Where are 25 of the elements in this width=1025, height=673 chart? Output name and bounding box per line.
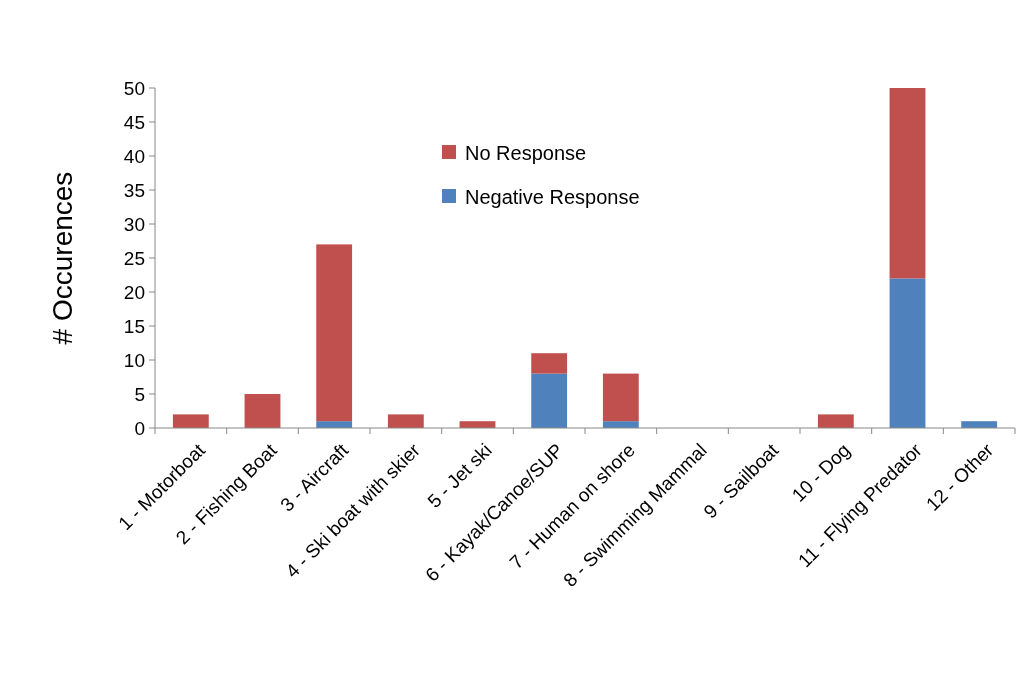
- y-axis-title: # Occurences: [47, 171, 78, 345]
- y-tick-label: 10: [123, 349, 145, 371]
- y-tick-label: 40: [123, 145, 145, 167]
- bar: [387, 414, 424, 428]
- bar: [817, 414, 854, 428]
- y-tick-label: 20: [123, 281, 145, 303]
- y-tick-label: 0: [134, 417, 145, 439]
- y-tick-label: 50: [123, 77, 145, 99]
- bar: [531, 353, 568, 374]
- y-tick-label: 25: [123, 247, 145, 269]
- bar: [316, 244, 353, 422]
- bar: [602, 373, 639, 422]
- bar: [889, 88, 926, 279]
- bar: [172, 414, 209, 428]
- x-tick-label: 10 - Dog: [787, 439, 855, 506]
- bar: [244, 394, 281, 428]
- y-tick-label: 30: [123, 213, 145, 235]
- y-tick-label: 45: [123, 111, 145, 133]
- legend-label: No Response: [465, 142, 587, 164]
- bar: [889, 278, 926, 428]
- y-tick-label: 15: [123, 315, 145, 337]
- bar: [531, 373, 568, 428]
- y-tick-label: 35: [123, 179, 145, 201]
- y-tick-label: 5: [134, 383, 145, 405]
- legend-label: Negative Response: [465, 186, 640, 208]
